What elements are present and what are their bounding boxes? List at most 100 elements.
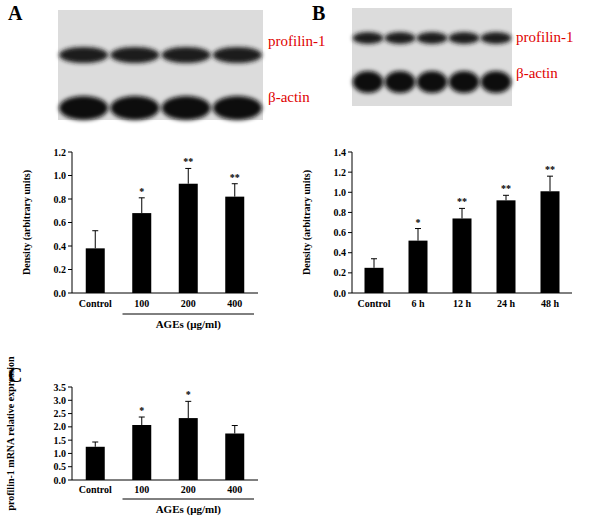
error-bar bbox=[139, 198, 145, 213]
y-tick bbox=[68, 413, 72, 414]
error-bar bbox=[232, 184, 238, 197]
y-tick bbox=[68, 152, 72, 153]
y-tick bbox=[68, 440, 72, 441]
y-tick-label: 1.4 bbox=[334, 147, 347, 158]
error-bar bbox=[139, 417, 145, 425]
blot-band bbox=[481, 71, 512, 93]
x-tick-label: 400 bbox=[227, 298, 242, 309]
y-tick-label: 1.0 bbox=[54, 448, 67, 459]
significance: * bbox=[139, 186, 144, 197]
y-tick-label: 0.8 bbox=[54, 194, 67, 205]
error-bar bbox=[415, 229, 421, 241]
blot-band bbox=[353, 32, 384, 44]
significance: ** bbox=[545, 164, 555, 175]
bar bbox=[541, 191, 560, 293]
y-tick bbox=[348, 152, 352, 153]
y-tick bbox=[68, 426, 72, 427]
x-tick-label: 100 bbox=[134, 298, 149, 309]
panel-1: Bprofilin-1 β-actin 0.0 0.2 0.4 0.6 0.8 1.0 1.2 1… bbox=[301, 2, 574, 309]
bar bbox=[225, 197, 244, 293]
y-tick-label: 3.5 bbox=[54, 382, 67, 393]
error-bar bbox=[185, 168, 191, 183]
significance: ** bbox=[457, 196, 467, 207]
blot-band bbox=[59, 47, 108, 63]
x-tick-label: 400 bbox=[227, 484, 242, 495]
bars bbox=[365, 176, 560, 293]
error-bar bbox=[503, 195, 509, 200]
panel-2: C0.00.51.01.52.02.53.03.5profilin-1 mRNA… bbox=[5, 356, 259, 516]
error-bar bbox=[371, 259, 377, 268]
y-tick-label: 0.6 bbox=[54, 217, 67, 228]
y-tick bbox=[68, 175, 72, 176]
blot-background bbox=[58, 10, 263, 120]
bars bbox=[86, 401, 245, 480]
y-tick-label: 2.0 bbox=[54, 421, 67, 432]
blot-band bbox=[385, 32, 416, 44]
blot-band bbox=[59, 96, 108, 120]
error-bar bbox=[232, 426, 238, 434]
y-tick-label: 0.2 bbox=[334, 267, 347, 278]
y-tick-label: 0.4 bbox=[334, 247, 347, 258]
y-tick-label: 0.0 bbox=[54, 475, 67, 486]
significance: ** bbox=[230, 172, 240, 183]
y-tick bbox=[68, 293, 72, 294]
bar bbox=[86, 447, 105, 480]
y-axis bbox=[72, 387, 73, 480]
blot-label: profilin-1 bbox=[516, 29, 574, 45]
western-blot bbox=[352, 8, 512, 106]
y-tick bbox=[68, 466, 72, 467]
significance: * bbox=[139, 405, 144, 416]
blot-label: β-actin bbox=[516, 65, 558, 81]
y-tick-label: 0.5 bbox=[54, 461, 67, 472]
x-tick-label: Control bbox=[79, 298, 112, 309]
blot-band bbox=[213, 47, 262, 63]
y-tick bbox=[68, 400, 72, 401]
y-tick-label: 0.4 bbox=[54, 241, 67, 252]
blot-band bbox=[110, 96, 159, 120]
x-tick-label: 200 bbox=[181, 298, 196, 309]
y-tick-label: 0.8 bbox=[334, 207, 347, 218]
x-tick-label: 48 h bbox=[541, 298, 560, 309]
western-blot bbox=[58, 10, 263, 120]
y-tick bbox=[348, 293, 352, 294]
y-tick bbox=[348, 272, 352, 273]
blot-band bbox=[162, 96, 211, 120]
y-tick-label: 0.0 bbox=[54, 288, 67, 299]
blot-band bbox=[481, 32, 512, 44]
bar bbox=[86, 248, 105, 293]
x-tick-label: 200 bbox=[181, 484, 196, 495]
blot-background bbox=[352, 8, 512, 106]
y-tick bbox=[348, 232, 352, 233]
y-tick bbox=[68, 387, 72, 388]
bar bbox=[225, 434, 244, 481]
y-tick-label: 1.0 bbox=[334, 187, 347, 198]
panel-letter: B bbox=[312, 2, 325, 24]
x-tick-label: Control bbox=[357, 298, 390, 309]
group-label: AGEs (μg/ml) bbox=[156, 503, 222, 516]
y-axis bbox=[352, 152, 353, 293]
x-tick-label: Control bbox=[79, 484, 112, 495]
y-tick-label: 1.2 bbox=[334, 167, 347, 178]
error-bar bbox=[92, 442, 98, 447]
blot-band bbox=[385, 71, 416, 93]
error-bar bbox=[547, 176, 553, 191]
blot-band bbox=[353, 71, 384, 93]
y-tick bbox=[68, 199, 72, 200]
y-tick-label: 0.6 bbox=[334, 227, 347, 238]
y-axis-label: Density (arbitrary units) bbox=[21, 170, 33, 275]
y-axis-label: Density (arbitrary units) bbox=[301, 170, 313, 275]
blot-band bbox=[417, 71, 448, 93]
x-tick-label: 24 h bbox=[497, 298, 516, 309]
bar bbox=[453, 218, 472, 293]
blot-label: profilin-1 bbox=[268, 33, 326, 49]
y-tick-label: 0.0 bbox=[334, 288, 347, 299]
group-bracket bbox=[123, 314, 255, 315]
y-tick bbox=[348, 252, 352, 253]
blot-band bbox=[162, 47, 211, 63]
x-tick-label: 100 bbox=[134, 484, 149, 495]
y-tick bbox=[68, 222, 72, 223]
bar bbox=[132, 213, 151, 293]
error-bar bbox=[459, 208, 465, 218]
y-tick-label: 2.5 bbox=[54, 408, 67, 419]
y-tick-label: 1.2 bbox=[54, 147, 67, 158]
